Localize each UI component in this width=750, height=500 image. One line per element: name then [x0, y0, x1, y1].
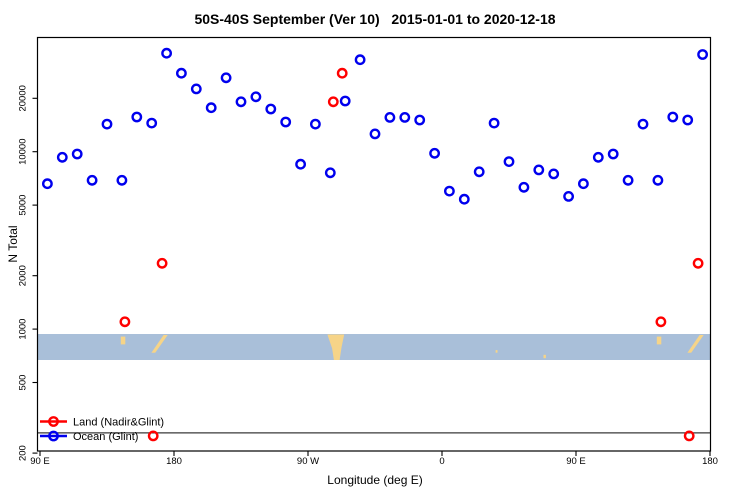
ocean-data-point	[503, 156, 515, 168]
ocean-data-point	[220, 72, 232, 84]
ocean-data-point	[607, 148, 619, 160]
ocean-data-point	[190, 83, 202, 95]
ocean-data-point	[56, 151, 68, 163]
x-tick-label: 180	[702, 456, 718, 467]
legend-label: Ocean (Glint)	[73, 431, 138, 443]
land-data-point	[147, 430, 159, 442]
x-tick-label: 0	[439, 456, 444, 467]
ocean-data-point	[384, 112, 396, 123]
ocean-data-point	[458, 193, 470, 205]
map-strip-land-new-zealand	[151, 335, 168, 353]
land-data-point	[327, 96, 339, 108]
map-strip-land-tasmania-repeat	[656, 336, 662, 345]
ocean-data-point	[697, 49, 708, 60]
ocean-data-point	[235, 96, 247, 108]
ocean-data-point	[339, 95, 351, 107]
land-data-point	[336, 67, 348, 79]
y-tick-label: 5000	[18, 195, 29, 216]
ocean-data-point	[652, 174, 664, 186]
x-tick-label: 90 E	[566, 456, 586, 467]
ocean-data-point	[369, 128, 381, 140]
legend-label: Land (Nadir&Glint)	[73, 417, 164, 429]
ocean-data-point	[637, 118, 649, 130]
y-tick-label: 2000	[18, 265, 29, 286]
y-tick-label: 10000	[18, 138, 29, 164]
ocean-data-point	[324, 167, 336, 179]
plot-border	[36, 36, 712, 452]
x-tick-label: 90 E	[30, 456, 50, 467]
ocean-data-point	[473, 166, 485, 178]
land-data-point	[156, 257, 168, 269]
map-strip-land-prince-edward-islands	[495, 350, 498, 353]
ocean-data-point	[622, 174, 634, 186]
ocean-data-point	[265, 103, 277, 115]
ocean-data-point	[295, 158, 306, 170]
legend-marker-icon	[48, 416, 59, 427]
ocean-data-point	[309, 118, 321, 130]
ocean-data-point	[682, 114, 694, 126]
ocean-data-point	[131, 111, 143, 123]
y-tick-label: 20000	[18, 85, 29, 111]
ocean-data-point	[86, 174, 98, 186]
ocean-data-point	[518, 181, 530, 193]
land-data-point	[119, 316, 131, 328]
ocean-data-point	[429, 147, 440, 159]
ocean-data-point	[414, 114, 426, 126]
ocean-data-point	[443, 185, 455, 197]
ocean-data-point	[548, 168, 560, 180]
y-tick-label: 500	[18, 375, 29, 391]
ocean-data-point	[280, 116, 292, 128]
legend-marker-icon	[48, 430, 59, 442]
ocean-data-point	[42, 178, 53, 190]
y-tick-label: 1000	[18, 319, 29, 340]
ocean-data-point	[161, 47, 173, 59]
ocean-data-point	[175, 67, 187, 79]
x-tick-label: 180	[166, 456, 182, 467]
map-strip-land-kerguelen-islands	[543, 354, 546, 359]
ocean-data-point	[592, 151, 604, 163]
x-tick-label: 90 W	[297, 456, 319, 467]
ocean-data-point	[667, 111, 679, 123]
ocean-data-point	[399, 112, 411, 123]
map-strip-land-south-america	[327, 334, 345, 360]
land-data-point	[692, 257, 704, 269]
land-data-point	[655, 316, 667, 328]
ocean-data-point	[71, 148, 83, 160]
land-data-point	[683, 430, 695, 442]
map-strip-land-new-zealand-repeat	[687, 335, 704, 353]
map-strip-ocean	[37, 334, 711, 360]
x-axis-label: Longitude (deg E)	[327, 473, 423, 487]
ocean-data-point	[101, 118, 113, 130]
ocean-data-point	[354, 54, 366, 66]
ocean-data-point	[205, 102, 217, 114]
ocean-data-point	[116, 174, 128, 186]
ocean-data-point	[563, 190, 574, 202]
chart-title: 50S-40S September (Ver 10) 2015-01-01 to…	[194, 11, 556, 27]
ocean-data-point	[578, 178, 589, 190]
y-tick-label: 200	[18, 445, 29, 461]
ocean-data-point	[488, 117, 500, 129]
map-strip-land-tasmania	[120, 336, 126, 345]
ocean-data-point	[250, 91, 262, 103]
ocean-data-point	[146, 117, 158, 129]
ocean-data-point	[533, 164, 545, 176]
